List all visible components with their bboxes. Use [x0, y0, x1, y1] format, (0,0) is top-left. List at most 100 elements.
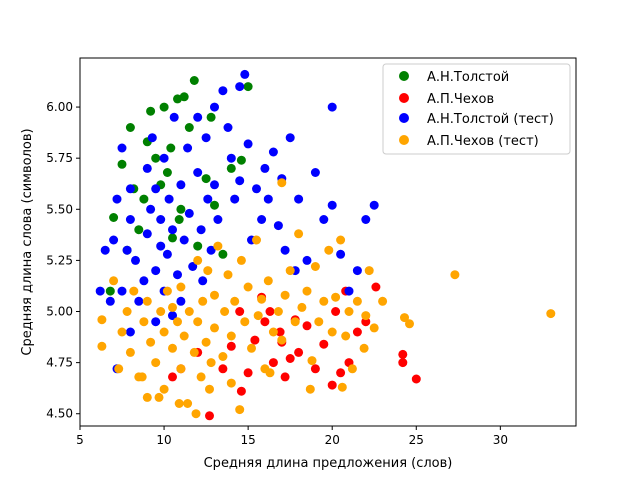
data-point-series-3-62 — [307, 356, 317, 366]
data-point-series-1-3 — [205, 411, 214, 421]
data-point-series-3-78 — [400, 313, 409, 323]
data-point-series-0-25 — [146, 106, 156, 116]
data-point-series-3-75 — [364, 266, 374, 276]
data-point-series-3-60 — [297, 302, 307, 312]
data-point-series-3-25 — [184, 307, 194, 316]
data-point-series-2-64 — [310, 168, 320, 177]
data-point-series-0-28 — [174, 215, 184, 224]
data-point-series-2-8 — [125, 215, 135, 224]
data-point-series-0-16 — [226, 163, 236, 173]
data-point-series-3-36 — [213, 241, 223, 251]
data-point-series-2-60 — [285, 133, 295, 143]
data-point-series-0-26 — [184, 123, 194, 132]
data-point-series-2-37 — [201, 133, 211, 143]
data-point-series-2-49 — [240, 69, 250, 79]
y-tick-label: 5.00 — [46, 305, 73, 319]
data-point-series-2-62 — [294, 194, 304, 204]
data-point-series-1-6 — [236, 386, 246, 396]
data-point-series-3-23 — [179, 331, 189, 341]
data-point-series-0-20 — [166, 143, 176, 153]
data-point-series-3-64 — [314, 317, 324, 327]
data-point-series-0-12 — [179, 92, 189, 102]
data-point-series-2-6 — [117, 286, 127, 296]
data-point-series-2-14 — [142, 229, 152, 239]
data-point-series-3-12 — [146, 337, 156, 347]
data-point-series-3-31 — [201, 337, 211, 347]
data-point-series-3-44 — [240, 317, 250, 327]
data-point-series-3-84 — [154, 392, 164, 402]
data-point-series-3-46 — [247, 343, 256, 353]
data-point-series-0-4 — [134, 225, 144, 235]
data-point-series-3-82 — [226, 378, 236, 388]
data-point-series-3-80 — [450, 270, 460, 280]
data-point-series-0-9 — [168, 233, 177, 243]
data-point-series-2-36 — [198, 276, 208, 286]
data-point-series-2-5 — [117, 143, 127, 153]
data-point-series-2-13 — [142, 163, 152, 173]
data-point-series-3-38 — [220, 307, 230, 316]
y-axis-ticks: 4.50 4.75 5.00 5.25 5.50 5.75 6.00 — [46, 100, 80, 421]
data-point-series-3-49 — [257, 294, 267, 304]
data-point-series-3-86 — [191, 409, 201, 419]
data-point-series-2-38 — [203, 194, 213, 204]
data-point-series-2-24 — [164, 194, 174, 204]
data-point-series-0-29 — [105, 286, 115, 296]
data-point-series-3-57 — [285, 266, 295, 276]
legend-label-tolstoy-test: А.Н.Толстой (тест) — [427, 112, 554, 127]
data-point-series-1-13 — [285, 354, 295, 363]
data-point-series-3-0 — [97, 315, 107, 325]
data-point-series-3-54 — [277, 178, 287, 188]
data-point-series-3-83 — [205, 384, 214, 394]
data-point-series-1-4 — [218, 364, 228, 374]
data-point-series-3-66 — [324, 245, 334, 255]
data-point-series-3-3 — [114, 364, 124, 374]
data-point-series-0-2 — [125, 123, 135, 132]
data-point-series-2-40 — [210, 102, 219, 112]
data-point-series-2-55 — [263, 194, 273, 204]
data-point-series-0-21 — [139, 194, 149, 204]
data-point-series-1-15 — [302, 321, 312, 331]
data-point-series-3-16 — [159, 384, 169, 394]
data-point-series-2-25 — [168, 225, 177, 235]
x-axis-ticks: 5 10 15 20 25 30 — [76, 426, 508, 447]
data-point-series-0-8 — [162, 168, 172, 177]
x-tick-label: 10 — [156, 433, 171, 447]
y-tick-label: 6.00 — [46, 100, 73, 114]
data-point-series-2-54 — [260, 163, 270, 173]
data-point-series-2-31 — [184, 208, 194, 218]
data-point-series-1-20 — [336, 368, 346, 378]
data-point-series-2-20 — [156, 215, 166, 224]
data-point-series-3-58 — [290, 317, 300, 327]
legend-label-chekhov: А.П.Чехов — [427, 92, 494, 107]
data-point-series-1-14 — [294, 347, 304, 357]
data-point-series-2-12 — [139, 276, 149, 286]
data-point-series-1-26 — [398, 349, 408, 359]
data-point-series-2-66 — [327, 102, 337, 112]
data-point-series-2-46 — [230, 194, 240, 204]
data-point-series-3-71 — [344, 307, 354, 316]
data-point-series-3-37 — [218, 352, 228, 361]
data-point-series-2-44 — [223, 123, 233, 132]
data-point-series-1-10 — [268, 358, 278, 368]
data-point-series-3-20 — [173, 317, 182, 327]
data-point-series-2-33 — [193, 112, 203, 122]
data-point-series-3-17 — [162, 286, 172, 296]
data-point-series-3-90 — [305, 384, 315, 394]
data-point-series-0-14 — [201, 174, 211, 184]
data-point-series-3-11 — [142, 296, 152, 306]
data-point-series-1-16 — [310, 364, 320, 374]
data-point-series-3-51 — [263, 276, 273, 286]
legend-box — [382, 63, 571, 155]
legend-marker-chekhov — [399, 93, 409, 103]
data-point-series-2-53 — [257, 215, 267, 224]
data-point-series-3-72 — [347, 364, 357, 374]
data-point-series-3-43 — [236, 255, 246, 265]
data-point-series-3-30 — [198, 296, 208, 306]
data-point-series-2-23 — [162, 249, 172, 259]
data-point-series-2-76 — [125, 327, 135, 337]
data-point-series-1-9 — [260, 317, 270, 327]
data-point-series-2-45 — [226, 153, 236, 163]
data-point-series-3-2 — [109, 276, 119, 286]
data-point-series-2-18 — [151, 184, 161, 194]
data-point-series-2-72 — [369, 200, 379, 210]
